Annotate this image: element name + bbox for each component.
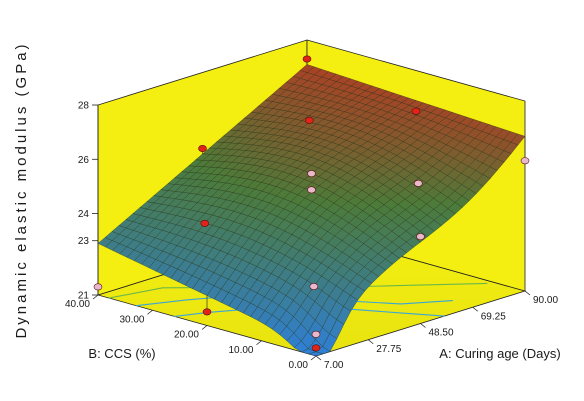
b-tick-mark bbox=[256, 340, 262, 346]
z-tick-label: 28 bbox=[78, 101, 90, 112]
b-tick-mark bbox=[147, 309, 153, 315]
design-points bbox=[93, 55, 530, 352]
z-tick-label: 21 bbox=[78, 291, 90, 302]
a-tick-mark bbox=[472, 306, 478, 312]
z-tick-label: 23 bbox=[78, 236, 90, 247]
surface-cell bbox=[308, 351, 324, 357]
a-tick-mark bbox=[368, 339, 374, 345]
b-tick-label: 40.00 bbox=[65, 299, 90, 310]
design-point bbox=[309, 282, 319, 290]
design-point bbox=[416, 233, 425, 241]
b-tick-label: 20.00 bbox=[174, 330, 199, 341]
z-axis-label: Dynamic elastic modulus (GPa) bbox=[13, 41, 30, 338]
z-tick-label: 24 bbox=[78, 209, 90, 220]
design-point bbox=[302, 55, 312, 63]
design-point bbox=[413, 179, 423, 187]
design-point bbox=[304, 116, 314, 124]
design-point bbox=[93, 283, 103, 291]
z-tick-label: 26 bbox=[78, 155, 90, 166]
b-axis-label: B: CCS (%) bbox=[88, 346, 155, 361]
design-point bbox=[202, 308, 212, 316]
design-point bbox=[311, 330, 321, 338]
design-point bbox=[307, 170, 316, 178]
b-tick-label: 30.00 bbox=[119, 314, 144, 325]
a-tick-label: 7.00 bbox=[324, 360, 344, 371]
b-tick-mark bbox=[92, 294, 99, 300]
design-point bbox=[200, 219, 210, 227]
design-point bbox=[411, 107, 421, 115]
design-point bbox=[311, 344, 321, 352]
a-tick-label: 69.25 bbox=[481, 311, 506, 322]
design-point bbox=[307, 186, 316, 194]
b-tick-mark bbox=[310, 355, 317, 361]
a-tick-label: 27.75 bbox=[376, 344, 401, 355]
a-axis-label: A: Curing age (Days) bbox=[439, 346, 560, 361]
b-axis-ticks: 0.00 10.00 20.00 30.00 40.00 bbox=[65, 294, 317, 371]
b-tick-label: 0.00 bbox=[289, 360, 309, 371]
a-tick-label: 48.50 bbox=[429, 328, 454, 339]
a-tick-label: 90.00 bbox=[533, 295, 558, 306]
a-tick-mark bbox=[315, 355, 322, 361]
design-point bbox=[520, 157, 530, 165]
b-tick-label: 10.00 bbox=[228, 345, 253, 356]
b-tick-mark bbox=[201, 325, 208, 330]
z-axis-ticks: 21 23 24 26 28 bbox=[78, 101, 98, 302]
a-tick-mark bbox=[524, 290, 531, 296]
design-point bbox=[198, 145, 207, 153]
a-tick-mark bbox=[420, 323, 426, 328]
a-axis-ticks: 7.00 27.75 48.50 69.25 90.00 bbox=[315, 290, 558, 371]
